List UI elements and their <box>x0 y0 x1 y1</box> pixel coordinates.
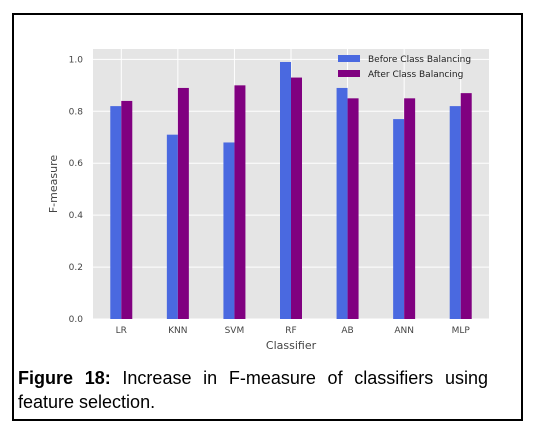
legend-label-2: After Class Balancing <box>368 70 463 80</box>
legend-label-1: Before Class Balancing <box>368 55 471 65</box>
legend-swatch-1 <box>338 55 360 62</box>
x-tick-label: LR <box>116 326 127 336</box>
y-tick-label: 0.6 <box>69 159 84 169</box>
x-tick-label: AB <box>341 326 353 336</box>
y-tick-label: 1.0 <box>69 55 84 65</box>
bar-knn-series-2 <box>177 87 189 319</box>
x-tick-label: MLP <box>452 326 471 336</box>
x-tick-label: SVM <box>225 326 245 336</box>
figure-caption: Figure 18: Increase in F-measure of clas… <box>18 366 488 414</box>
bar-ab-series-1 <box>336 87 348 319</box>
y-tick-label: 0.4 <box>69 211 84 221</box>
bar-rf-series-2 <box>291 77 302 319</box>
bar-mlp-series-1 <box>449 106 461 319</box>
bar-svm-series-1 <box>223 142 235 319</box>
y-axis-label: F-measure <box>47 155 60 214</box>
legend: Before Class Balancing After Class Balanc… <box>338 55 471 80</box>
bar-rf-series-1 <box>280 61 291 319</box>
bar-ab-series-2 <box>347 98 359 319</box>
y-tick-label: 0.8 <box>69 107 84 117</box>
bar-ann-series-2 <box>404 98 416 319</box>
bar-svm-series-2 <box>234 85 246 319</box>
x-axis-label: Classifier <box>266 339 317 352</box>
bar-mlp-series-2 <box>460 93 472 319</box>
bar-lr-series-2 <box>121 100 133 319</box>
caption-label: Figure 18: <box>18 368 111 388</box>
y-tick-label: 0.0 <box>69 315 84 325</box>
y-tick-label: 0.2 <box>69 263 83 273</box>
y-axis-ticks: 0.0 0.2 0.4 0.6 0.8 1.0 <box>69 55 84 325</box>
x-tick-label: RF <box>285 326 296 336</box>
x-axis-ticks: LR KNN SVM RF AB ANN MLP <box>116 326 471 336</box>
x-tick-label: KNN <box>168 326 187 336</box>
bars <box>110 61 472 319</box>
bar-lr-series-1 <box>110 106 122 319</box>
x-tick-label: ANN <box>394 326 414 336</box>
bar-ann-series-1 <box>393 119 405 319</box>
legend-swatch-2 <box>338 70 360 77</box>
caption-text: Increase in F-measure of classifiers usi… <box>18 368 488 412</box>
bar-knn-series-1 <box>166 134 178 319</box>
